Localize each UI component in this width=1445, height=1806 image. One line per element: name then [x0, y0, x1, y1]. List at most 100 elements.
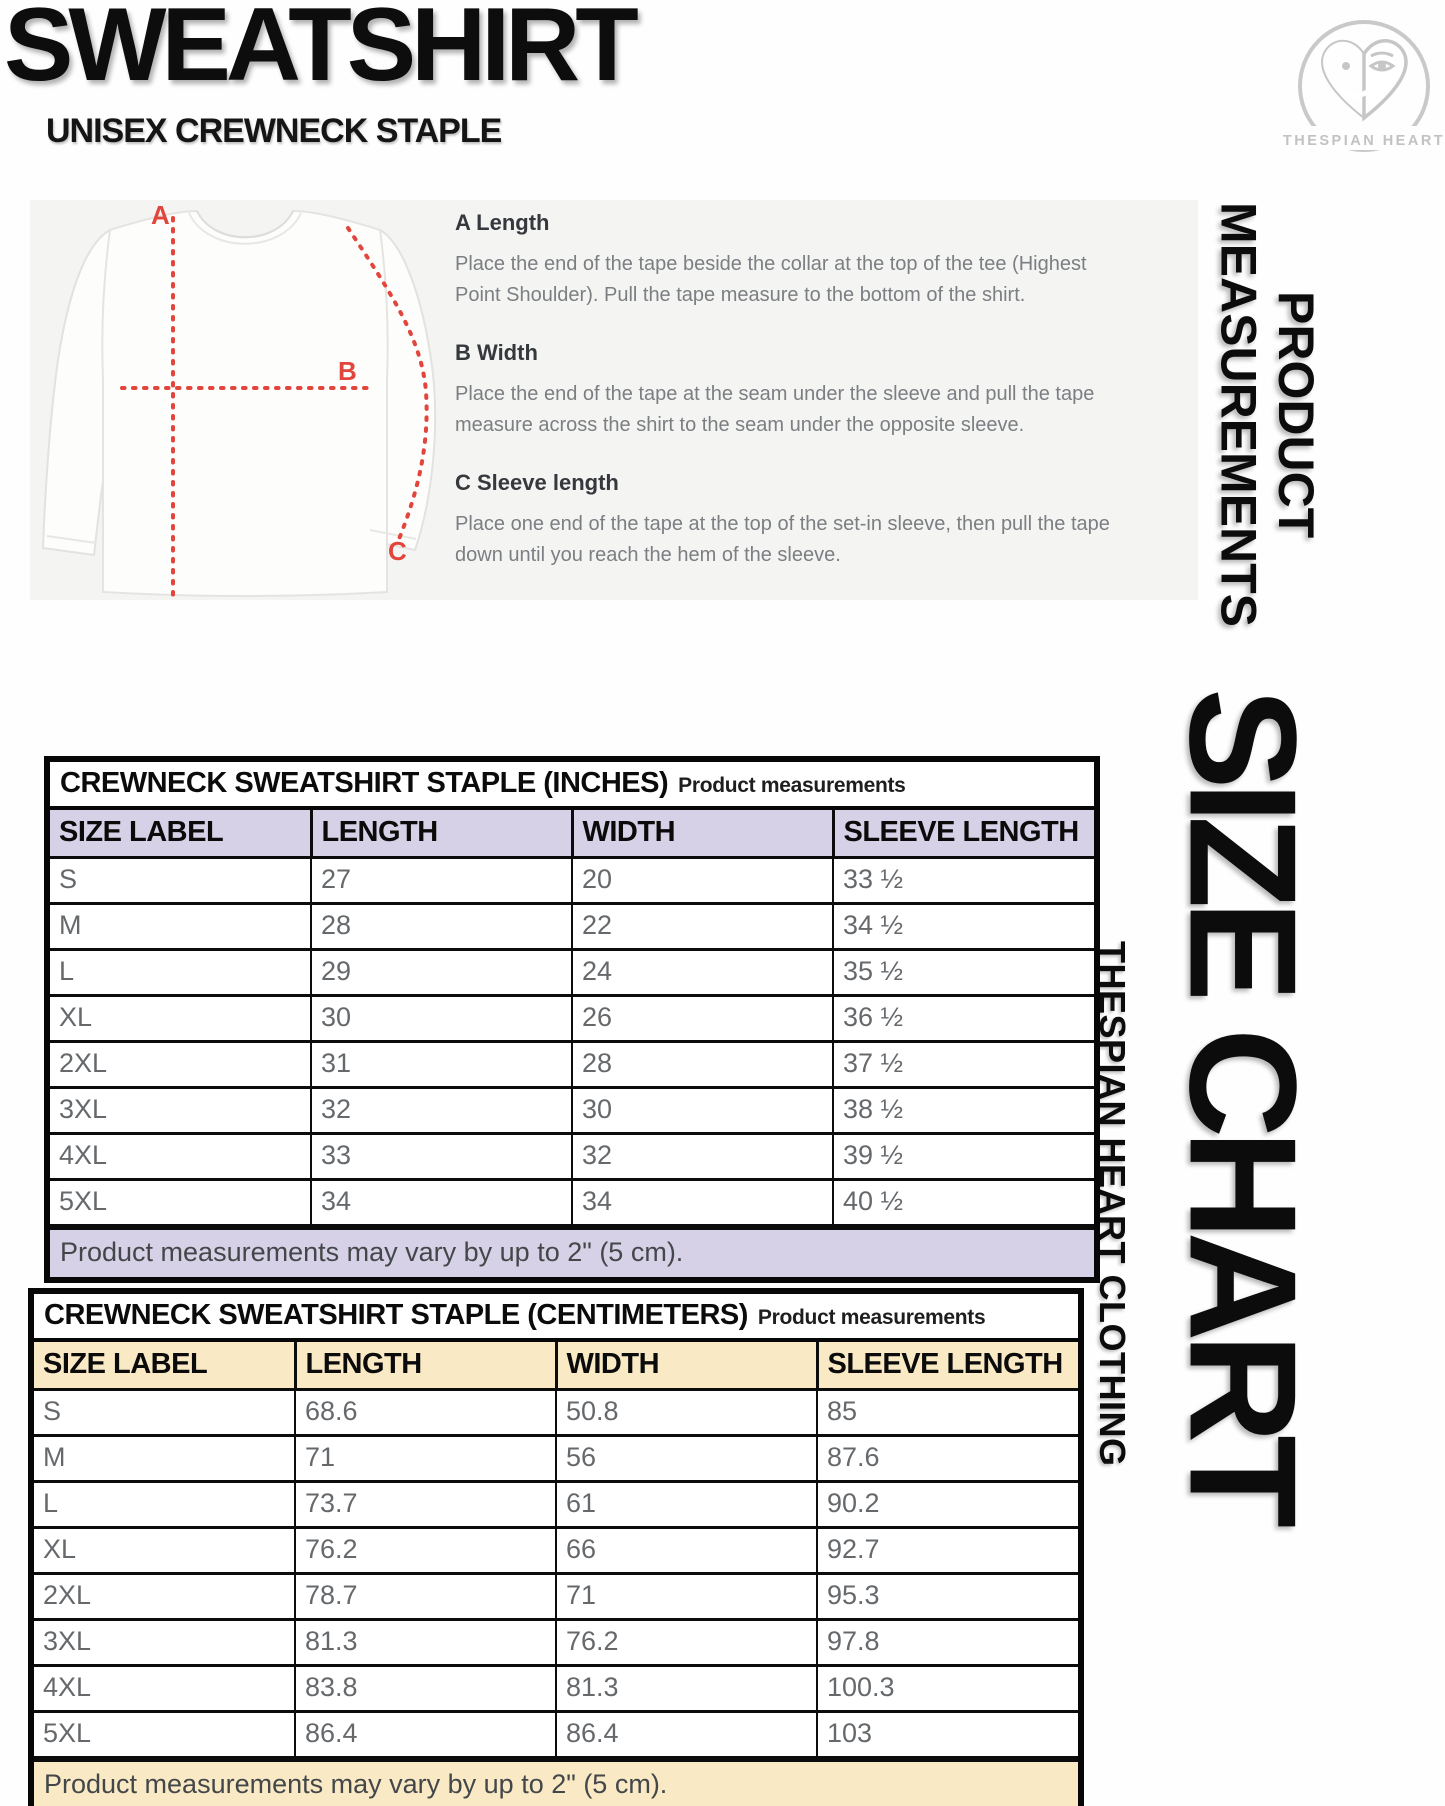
- table-cell: XL: [50, 994, 312, 1043]
- table-cell: 28: [310, 902, 573, 951]
- table-cell: 66: [555, 1526, 818, 1575]
- table-row: 3XL 32 30 38 ½: [50, 1086, 1094, 1135]
- table-cell: 61: [555, 1480, 818, 1529]
- table-cell: 2XL: [50, 1040, 312, 1089]
- table-row: 2XL 78.7 71 95.3: [34, 1572, 1078, 1621]
- table-cell: 5XL: [34, 1710, 296, 1759]
- theater-masks-heart-icon: THESPIAN HEART: [1283, 20, 1445, 152]
- size-table-centimeters: CREWNECK SWEATSHIRT STAPLE (CENTIMETERS)…: [28, 1288, 1084, 1806]
- table-cell: 39 ½: [832, 1132, 1094, 1181]
- table-cell: XL: [34, 1526, 296, 1575]
- table-title: CREWNECK SWEATSHIRT STAPLE (CENTIMETERS): [44, 1299, 748, 1331]
- table-cell: 97.8: [816, 1618, 1078, 1667]
- table-cell: 68.6: [294, 1388, 557, 1437]
- column-header: SIZE LABEL: [34, 1342, 297, 1391]
- table-cell: 34: [310, 1178, 573, 1227]
- column-header: SLEEVE LENGTH: [815, 1342, 1078, 1391]
- table-cell: 5XL: [50, 1178, 312, 1227]
- table-cell: 76.2: [555, 1618, 818, 1667]
- instruction-heading-a: A Length: [455, 210, 550, 235]
- table-cell: 90.2: [816, 1480, 1078, 1529]
- table-row: S 27 20 33 ½: [50, 856, 1094, 905]
- table-cell: 33 ½: [832, 856, 1094, 905]
- table-cell: M: [50, 902, 312, 951]
- measurements-table-centimeters: SIZE LABEL LENGTH WIDTH SLEEVE LENGTH S 68.6…: [34, 1342, 1078, 1759]
- table-cell: 27: [310, 856, 573, 905]
- table-cell: 36 ½: [832, 994, 1094, 1043]
- table-titlebar: CREWNECK SWEATSHIRT STAPLE (CENTIMETERS)…: [34, 1294, 1078, 1342]
- table-cell: S: [50, 856, 312, 905]
- table-cell: 86.4: [294, 1710, 557, 1759]
- table-cell: 87.6: [816, 1434, 1078, 1483]
- header-row: SIZE LABEL LENGTH WIDTH SLEEVE LENGTH: [34, 1342, 1078, 1391]
- table-cell: 3XL: [34, 1618, 296, 1667]
- table-row: 5XL 86.4 86.4 103: [34, 1710, 1078, 1759]
- table-cell: 38 ½: [832, 1086, 1094, 1135]
- table-cell: 30: [571, 1086, 834, 1135]
- measurements-table-inches: SIZE LABEL LENGTH WIDTH SLEEVE LENGTH S 27 20…: [50, 810, 1094, 1227]
- table-subtitle: Product measurements: [757, 1306, 986, 1329]
- column-header: LENGTH: [309, 810, 574, 859]
- measurement-instructions: A Length Place the end of the tape besid…: [455, 210, 1198, 600]
- column-header: WIDTH: [570, 810, 835, 859]
- sweatshirt-diagram: A B C: [41, 200, 437, 600]
- product-measurements-vertical-label: PRODUCT MEASUREMENTS: [1210, 202, 1325, 628]
- table-footnote: Product measurements may vary by up to 2…: [34, 1759, 1078, 1806]
- table-cell: 35 ½: [832, 948, 1094, 997]
- table-cell: 85: [816, 1388, 1078, 1437]
- table-row: M 28 22 34 ½: [50, 902, 1094, 951]
- table-row: M 71 56 87.6: [34, 1434, 1078, 1483]
- page-title: SWEATSHIRT: [4, 0, 639, 103]
- table-cell: 34 ½: [832, 902, 1094, 951]
- table-cell: 24: [571, 948, 834, 997]
- table-cell: 100.3: [816, 1664, 1078, 1713]
- table-cell: M: [34, 1434, 296, 1483]
- table-cell: 34: [571, 1178, 834, 1227]
- table-cell: 56: [555, 1434, 818, 1483]
- table-row: 2XL 31 28 37 ½: [50, 1040, 1094, 1089]
- instruction-body-b: Place the end of the tape at the seam un…: [455, 383, 1095, 436]
- measure-lines: [120, 216, 429, 600]
- table-cell: 32: [310, 1086, 573, 1135]
- header-row: SIZE LABEL LENGTH WIDTH SLEEVE LENGTH: [50, 810, 1094, 859]
- table-cell: 76.2: [294, 1526, 557, 1575]
- table-footnote: Product measurements may vary by up to 2…: [50, 1227, 1094, 1277]
- table-cell: S: [34, 1388, 296, 1437]
- table-cell: 4XL: [34, 1664, 296, 1713]
- table-cell: 28: [571, 1040, 834, 1089]
- table-cell: 3XL: [50, 1086, 312, 1135]
- table-cell: 40 ½: [832, 1178, 1094, 1227]
- table-row: 4XL 33 32 39 ½: [50, 1132, 1094, 1181]
- svg-text:THESPIAN HEART: THESPIAN HEART: [1283, 133, 1445, 149]
- measurement-guide-panel: A B C A Length Place the end of the tape…: [30, 200, 1198, 600]
- instruction-heading-c: C Sleeve length: [455, 470, 619, 495]
- table-titlebar: CREWNECK SWEATSHIRT STAPLE (INCHES) Prod…: [50, 762, 1094, 810]
- table-cell: 50.8: [555, 1388, 818, 1437]
- table-cell: 29: [310, 948, 573, 997]
- size-table-inches: CREWNECK SWEATSHIRT STAPLE (INCHES) Prod…: [44, 756, 1100, 1283]
- table-row: 3XL 81.3 76.2 97.8: [34, 1618, 1078, 1667]
- table-cell: 92.7: [816, 1526, 1078, 1575]
- table-row: 5XL 34 34 40 ½: [50, 1178, 1094, 1227]
- table-subtitle: Product measurements: [678, 774, 906, 797]
- table-cell: 37 ½: [832, 1040, 1094, 1089]
- table-cell: 22: [571, 902, 834, 951]
- table-cell: 30: [310, 994, 573, 1043]
- instruction-heading-b: B Width: [455, 340, 538, 365]
- table-cell: 73.7: [294, 1480, 557, 1529]
- table-row: L 73.7 61 90.2: [34, 1480, 1078, 1529]
- marker-c: C: [388, 536, 407, 566]
- table-row: S 68.6 50.8 85: [34, 1388, 1078, 1437]
- table-row: XL 30 26 36 ½: [50, 994, 1094, 1043]
- table-cell: 32: [571, 1132, 834, 1181]
- table-cell: 86.4: [555, 1710, 818, 1759]
- table-row: 4XL 83.8 81.3 100.3: [34, 1664, 1078, 1713]
- column-header: LENGTH: [293, 1342, 558, 1391]
- column-header: WIDTH: [554, 1342, 819, 1391]
- table-cell: 78.7: [294, 1572, 557, 1621]
- table-cell: 81.3: [294, 1618, 557, 1667]
- marker-a: A: [151, 200, 170, 230]
- instruction-body-a: Place the end of the tape beside the col…: [455, 253, 1087, 306]
- table-cell: 20: [571, 856, 834, 905]
